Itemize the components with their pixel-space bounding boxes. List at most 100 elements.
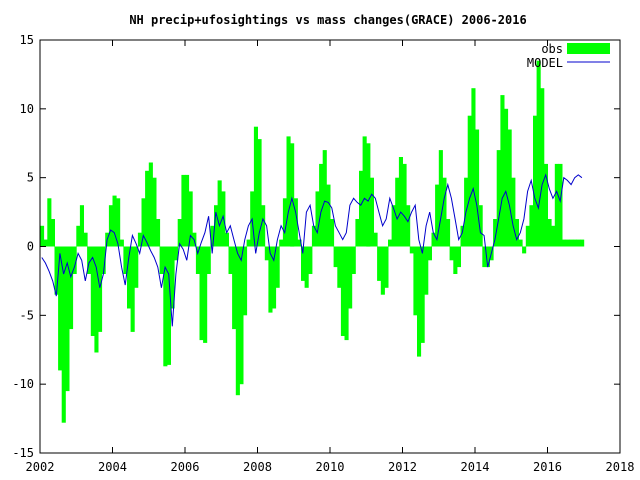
obs-bar — [344, 246, 349, 341]
obs-bar — [69, 246, 74, 330]
obs-bar — [94, 246, 99, 353]
obs-bar — [137, 232, 142, 247]
obs-bar — [431, 232, 436, 247]
obs-bar — [210, 225, 215, 247]
obs-bar — [471, 88, 476, 247]
obs-bar — [558, 163, 563, 247]
y-tick-label: -5 — [20, 308, 34, 322]
obs-bar — [580, 239, 585, 247]
legend-swatch-obs — [567, 43, 610, 54]
obs-bar — [435, 184, 440, 247]
x-tick-label: 2002 — [26, 460, 55, 474]
obs-bar — [232, 246, 237, 330]
obs-bar — [166, 246, 171, 365]
obs-bar — [449, 246, 454, 261]
obs-bar — [493, 219, 498, 247]
obs-bar — [214, 205, 219, 247]
obs-bar — [141, 198, 146, 247]
obs-bar — [438, 150, 443, 247]
obs-bar — [163, 246, 168, 367]
obs-bar — [322, 150, 327, 247]
obs-bar — [485, 246, 490, 268]
obs-bar — [286, 136, 291, 247]
obs-bar — [311, 225, 316, 247]
obs-bar — [188, 191, 193, 247]
obs-bar — [409, 246, 414, 254]
obs-bar — [377, 246, 382, 281]
obs-bar — [279, 239, 284, 247]
obs-bar — [243, 246, 248, 316]
obs-bar — [348, 246, 353, 309]
obs-bar — [355, 219, 360, 247]
obs-bar — [228, 246, 233, 274]
x-tick-label: 2018 — [606, 460, 635, 474]
obs-bar — [206, 246, 211, 274]
obs-bar — [562, 239, 567, 247]
x-tick-label: 2016 — [533, 460, 562, 474]
obs-bar — [402, 163, 407, 247]
obs-bar — [58, 246, 63, 371]
obs-bar — [446, 219, 451, 247]
x-tick-label: 2014 — [461, 460, 490, 474]
obs-bar — [152, 177, 157, 247]
obs-bar — [369, 177, 374, 247]
obs-bar — [195, 246, 200, 274]
obs-bar — [511, 177, 516, 247]
obs-bar — [79, 205, 84, 247]
obs-bar — [453, 246, 458, 274]
obs-bar — [217, 180, 222, 247]
obs-bar — [504, 108, 509, 247]
obs-bar — [391, 205, 396, 247]
obs-bar — [373, 232, 378, 247]
obs-bar — [177, 219, 182, 247]
obs-bar — [456, 246, 461, 268]
y-tick-label: 15 — [20, 33, 34, 47]
model-line — [41, 173, 583, 327]
y-tick-label: 5 — [27, 171, 34, 185]
obs-bar — [174, 246, 179, 261]
x-tick-label: 2008 — [243, 460, 272, 474]
y-tick-label: 0 — [27, 240, 34, 254]
obs-bar — [290, 143, 295, 247]
obs-bar — [388, 239, 393, 247]
obs-bar — [482, 246, 487, 268]
obs-bar — [540, 88, 545, 247]
obs-bar — [246, 239, 251, 247]
obs-bar — [529, 205, 534, 247]
obs-bar — [123, 246, 128, 274]
obs-bar — [565, 239, 570, 247]
obs-bar — [319, 163, 324, 247]
obs-bar — [268, 246, 273, 313]
obs-bar — [424, 246, 429, 295]
obs-bar — [40, 225, 45, 247]
obs-bar — [199, 246, 204, 341]
obs-bar — [366, 143, 371, 247]
obs-bar — [112, 195, 117, 247]
obs-bar — [108, 205, 113, 247]
obs-bar — [576, 239, 581, 247]
obs-bars — [40, 60, 585, 423]
legend-label-obs: obs — [541, 42, 563, 56]
obs-bar — [98, 246, 103, 332]
obs-bar — [359, 170, 364, 247]
obs-bar — [442, 177, 447, 247]
obs-bar — [297, 239, 302, 247]
x-tick-label: 2004 — [98, 460, 127, 474]
obs-bar — [543, 163, 548, 247]
obs-bar — [272, 246, 277, 309]
obs-bar — [351, 246, 356, 274]
obs-bar — [261, 205, 266, 247]
obs-bar — [417, 246, 422, 357]
y-tick-label: -10 — [12, 377, 34, 391]
obs-bar — [181, 174, 186, 247]
legend: obs MODEL — [527, 42, 610, 70]
obs-bar — [83, 232, 88, 247]
obs-bar — [235, 246, 240, 396]
obs-bar — [380, 246, 385, 295]
obs-bar — [308, 246, 313, 274]
obs-bar — [253, 126, 258, 247]
obs-bar — [315, 191, 320, 247]
obs-bar — [326, 184, 331, 247]
obs-bar — [47, 198, 52, 247]
